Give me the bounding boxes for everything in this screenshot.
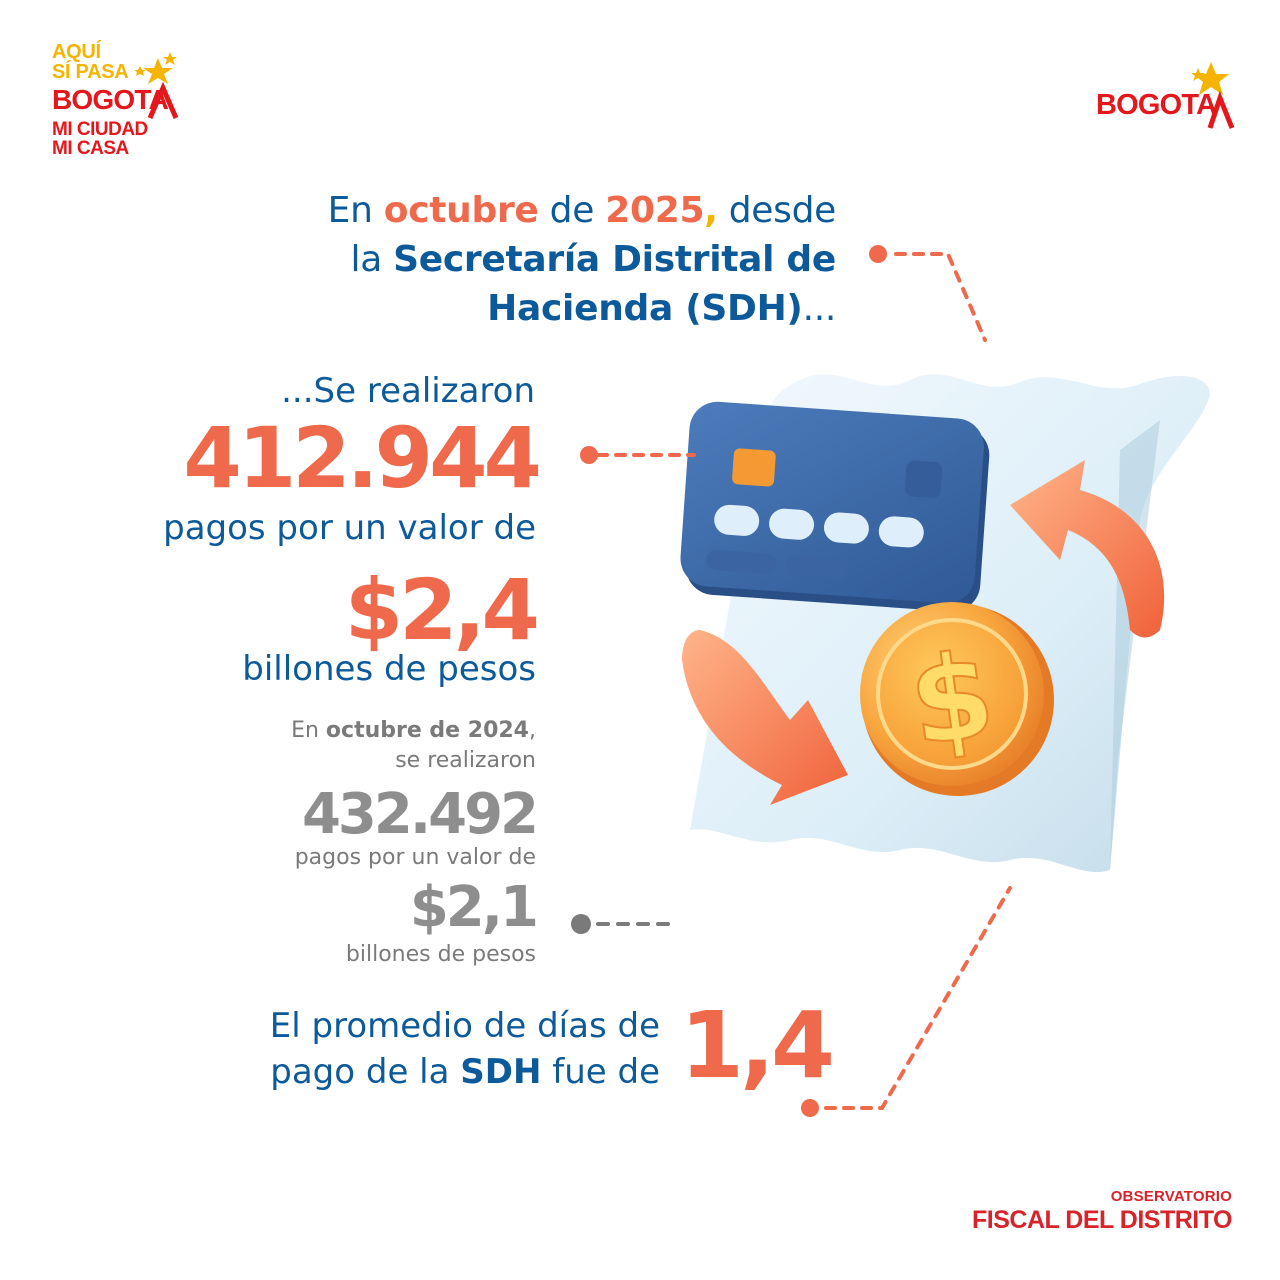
credit-card-icon xyxy=(680,401,990,612)
intro-year: 2025 xyxy=(605,190,705,231)
intro-ellipsis: ... xyxy=(802,288,837,329)
previous-text-part: , xyxy=(529,718,536,743)
footer-line-2: FISCAL DEL DISTRITO xyxy=(972,1206,1232,1234)
logo-line: MI CIUDAD xyxy=(52,119,148,140)
previous-payments-count: 432.492 xyxy=(301,782,539,847)
connector-dot xyxy=(801,1099,819,1117)
star-icon xyxy=(134,52,179,119)
exchange-arrows-icon xyxy=(682,460,1165,805)
intro-month: octubre xyxy=(383,190,539,231)
svg-text:$: $ xyxy=(902,625,1003,773)
connector-dot xyxy=(869,245,887,263)
logo-bogota: BOGOTA xyxy=(1090,60,1240,130)
intro-entity: Hacienda (SDH) xyxy=(487,288,803,329)
average-text-part: pago de la xyxy=(270,1052,461,1092)
previous-lead-line-2: se realizaron xyxy=(395,748,536,773)
intro-text-part: de xyxy=(538,190,606,231)
current-value-lead: pagos por un valor de xyxy=(163,508,536,548)
connector-lines xyxy=(596,252,1012,1110)
intro-text: En octubre de 2025, desde la Secretaría … xyxy=(327,186,837,333)
intro-line-1: En octubre de 2025, desde xyxy=(327,186,837,235)
previous-value-lead: pagos por un valor de xyxy=(294,845,536,870)
connector-dot xyxy=(571,914,591,934)
current-payments-count: 412.944 xyxy=(183,409,542,507)
previous-value: $2,1 xyxy=(409,875,539,940)
logo-line: MI CASA xyxy=(52,138,129,159)
logo-line: SÍ PASA xyxy=(52,61,129,83)
average-value: 1,4 xyxy=(680,992,835,1099)
average-line-1: El promedio de días de xyxy=(269,1006,660,1046)
logo-line: AQUÍ xyxy=(52,41,101,63)
intro-line-2: la Secretaría Distrital de xyxy=(328,235,837,284)
logo-aqui-si-pasa-bogota: AQUÍ SÍ PASA BOGOTA MI CIUDAD MI CASA xyxy=(52,41,202,158)
intro-entity: Secretaría Distrital de xyxy=(393,239,836,280)
average-entity: SDH xyxy=(460,1052,542,1092)
previous-lead: En octubre de 2024, se realizaron xyxy=(291,716,536,776)
average-text-part: fue de xyxy=(541,1052,660,1092)
previous-lead-line-1: En octubre de 2024, xyxy=(291,716,536,746)
intro-text-part: desde xyxy=(717,190,837,231)
star-icon xyxy=(1191,62,1235,129)
average-line-2: pago de la SDH fue de xyxy=(270,1049,660,1095)
footer-observatorio: OBSERVATORIO FISCAL DEL DISTRITO xyxy=(972,1188,1232,1234)
footer-line-1: OBSERVATORIO xyxy=(1110,1188,1232,1205)
logo-word: BOGOTA xyxy=(1096,89,1217,121)
current-value: $2,4 xyxy=(344,561,540,659)
current-lead: ...Se realizaron xyxy=(281,371,535,411)
intro-text-part: En xyxy=(327,190,384,231)
coin-dollar-icon: $ xyxy=(860,602,1054,796)
current-unit: billones de pesos xyxy=(242,649,536,689)
previous-unit: billones de pesos xyxy=(345,942,536,967)
logo-line: BOGOTA xyxy=(52,84,169,115)
previous-period: octubre de 2024 xyxy=(325,718,529,743)
intro-comma: , xyxy=(704,190,718,231)
previous-text-part: En xyxy=(291,718,326,743)
intro-text-part: la xyxy=(350,239,394,280)
intro-line-3: Hacienda (SDH)... xyxy=(328,284,836,333)
average-text: El promedio de días de pago de la SDH fu… xyxy=(270,1003,660,1095)
connector-dot xyxy=(580,446,598,464)
